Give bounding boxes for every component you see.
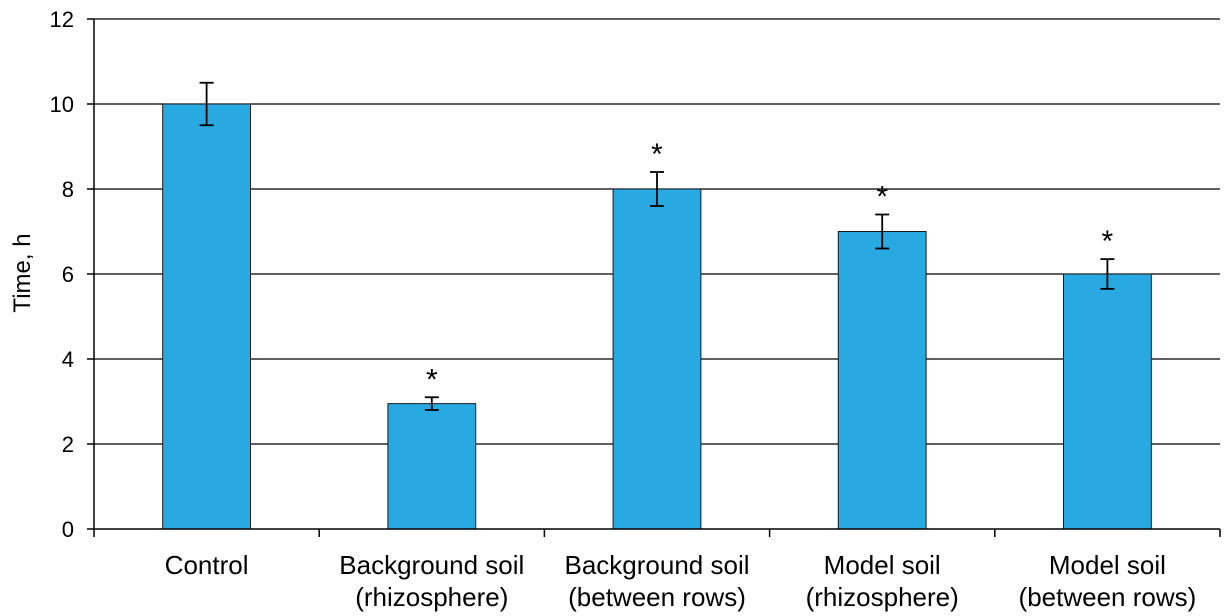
category-label: Background soil (between rows) bbox=[565, 550, 750, 612]
significance-star: * bbox=[651, 138, 663, 171]
category-label-line: (rhizosphere) bbox=[806, 582, 959, 612]
y-ticks: 0 2 4 6 8 10 12 bbox=[50, 7, 94, 542]
significance-star: * bbox=[876, 181, 888, 214]
y-tick-label: 10 bbox=[50, 92, 74, 117]
significance-star: * bbox=[426, 363, 438, 396]
category-label-line: (between rows) bbox=[568, 582, 746, 612]
error-bars bbox=[199, 81, 1115, 411]
y-tick-label: 8 bbox=[62, 177, 74, 202]
y-tick-label: 12 bbox=[50, 7, 74, 32]
category-label: Model soil (between rows) bbox=[1019, 550, 1197, 612]
y-tick-label: 4 bbox=[62, 347, 74, 372]
bar bbox=[162, 103, 252, 530]
category-labels: Control Background soil (rhizosphere)Backg… bbox=[165, 550, 1197, 612]
significance-star: * bbox=[1102, 225, 1114, 258]
bar bbox=[387, 403, 477, 530]
y-tick-label: 2 bbox=[62, 432, 74, 457]
category-label-line: Background soil bbox=[565, 550, 750, 580]
y-tick-label: 6 bbox=[62, 262, 74, 287]
significance-markers: * * * * bbox=[426, 138, 1114, 396]
y-tick-label: 0 bbox=[62, 517, 74, 542]
y-axis-label: Time, h bbox=[9, 233, 36, 312]
bar bbox=[1062, 273, 1152, 530]
bar bbox=[612, 188, 702, 530]
bar bbox=[837, 231, 927, 530]
category-label: Model soil (rhizosphere) bbox=[806, 550, 959, 612]
category-label: Control bbox=[165, 550, 249, 580]
category-label-line: Model soil bbox=[1049, 550, 1166, 580]
x-ticks bbox=[93, 529, 1221, 537]
category-label-line: (between rows) bbox=[1019, 582, 1197, 612]
category-label-line: (rhizosphere) bbox=[355, 582, 508, 612]
category-label-line: Control bbox=[165, 550, 249, 580]
category-label-line: Background soil bbox=[339, 550, 524, 580]
category-label-line: Model soil bbox=[824, 550, 941, 580]
category-label: Background soil (rhizosphere) bbox=[339, 550, 524, 612]
